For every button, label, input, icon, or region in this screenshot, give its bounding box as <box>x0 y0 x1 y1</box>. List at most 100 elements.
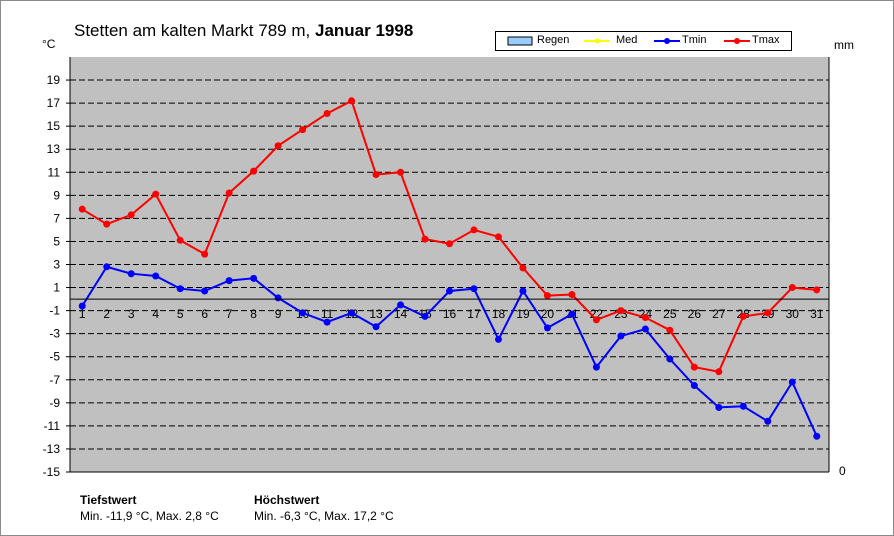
legend-label-regen: Regen <box>537 34 570 46</box>
x-tick-label: 14 <box>394 307 408 321</box>
point-tmax <box>617 307 625 315</box>
x-tick-label: 18 <box>492 307 506 321</box>
min-stat-label: Tiefstwert <box>80 493 137 507</box>
y-tick-label: 15 <box>47 119 61 133</box>
point-tmax <box>446 240 453 248</box>
chart-title: Stetten am kalten Markt 789 m, Januar 19… <box>74 21 413 41</box>
y-tick-label: 11 <box>48 165 61 179</box>
point-tmin <box>813 432 821 440</box>
point-tmin <box>152 272 160 280</box>
regen-swatch-icon <box>507 36 533 46</box>
point-tmax <box>152 190 160 198</box>
x-tick-label: 17 <box>467 307 481 321</box>
tmin-line-icon <box>654 38 680 44</box>
y-tick-label: -3 <box>49 327 60 341</box>
x-axis-ticks: 1234567891011121314151617181920212223242… <box>79 307 824 321</box>
x-tick-label: 11 <box>321 307 334 321</box>
point-tmax <box>592 316 600 324</box>
right-axis-tick: 0 <box>839 464 846 478</box>
point-tmin <box>739 402 747 410</box>
point-tmin <box>543 324 551 332</box>
y-tick-label: 3 <box>53 258 60 272</box>
point-tmax <box>568 290 576 298</box>
med-line-icon <box>584 38 610 44</box>
point-tmax <box>397 168 405 176</box>
title-period: Januar 1998 <box>314 21 414 40</box>
y-tick-label: 19 <box>47 73 61 87</box>
x-tick-label: 2 <box>103 307 110 321</box>
point-tmin <box>470 285 478 293</box>
y-axis-ticks: 19 17 15 13 11 9 7 5 3 1 -1 -3 -5 -7 -9 -11 -13 -15 <box>43 73 70 479</box>
point-tmax <box>348 97 356 105</box>
x-tick-label: 4 <box>152 307 159 321</box>
point-tmax <box>372 171 380 179</box>
point-tmax <box>813 286 821 294</box>
point-tmin <box>176 285 184 293</box>
point-tmax <box>764 309 772 317</box>
y-tick-label: -11 <box>44 419 61 433</box>
point-tmax <box>739 312 747 320</box>
point-tmax <box>274 142 282 150</box>
point-tmin <box>250 274 258 282</box>
y-tick-label: -9 <box>49 396 60 410</box>
point-tmin <box>788 378 796 386</box>
x-tick-label: 5 <box>177 307 184 321</box>
point-tmin <box>103 263 111 271</box>
legend-label-med: Med <box>616 34 638 46</box>
point-tmin <box>225 277 233 285</box>
y-tick-label: 13 <box>47 142 61 156</box>
tmax-line-icon <box>724 38 750 44</box>
x-tick-label: 16 <box>443 307 457 321</box>
point-tmax <box>250 167 258 175</box>
point-tmin <box>201 287 209 295</box>
point-tmin <box>519 287 527 295</box>
point-tmax <box>690 363 698 371</box>
x-tick-label: 7 <box>226 307 233 321</box>
y-tick-label: -15 <box>43 465 61 479</box>
point-tmin <box>372 323 380 331</box>
point-tmax <box>470 226 478 234</box>
x-tick-label: 1 <box>79 307 86 321</box>
right-axis-unit: mm <box>834 38 854 52</box>
point-tmax <box>78 205 86 213</box>
point-tmin <box>592 363 600 371</box>
point-tmin <box>666 355 674 363</box>
point-tmax <box>715 368 723 376</box>
x-tick-label: 19 <box>516 307 530 321</box>
x-tick-label: 26 <box>688 307 702 321</box>
point-tmax <box>323 109 331 117</box>
point-tmin <box>715 403 723 411</box>
point-tmax <box>494 233 502 241</box>
series-layer <box>78 97 821 440</box>
x-tick-label: 31 <box>810 307 824 321</box>
point-tmax <box>127 211 135 219</box>
point-tmax <box>788 284 796 292</box>
min-stat-text: Min. -11,9 °C, Max. 2,8 °C <box>80 509 219 523</box>
y-tick-label: 9 <box>53 188 60 202</box>
legend-label-tmin: Tmin <box>682 34 707 46</box>
point-tmin <box>78 302 86 310</box>
x-tick-label: 6 <box>201 307 208 321</box>
point-tmin <box>617 332 625 340</box>
x-tick-label: 25 <box>663 307 677 321</box>
y-tick-label: -1 <box>49 304 60 318</box>
point-tmax <box>176 236 184 244</box>
point-tmax <box>103 220 111 228</box>
point-tmax <box>421 235 429 243</box>
y-tick-label: -7 <box>49 373 60 387</box>
x-tick-label: 3 <box>128 307 135 321</box>
point-tmax <box>641 314 649 322</box>
point-tmin <box>641 325 649 333</box>
point-tmin <box>274 294 282 302</box>
point-tmin <box>494 335 502 343</box>
max-stat-label: Höchstwert <box>254 493 320 507</box>
x-tick-label: 27 <box>712 307 726 321</box>
x-tick-label: 20 <box>541 307 555 321</box>
point-tmin <box>421 312 429 320</box>
point-tmin <box>397 301 405 309</box>
x-tick-label: 8 <box>250 307 257 321</box>
point-tmax <box>299 126 307 134</box>
point-tmax <box>519 264 527 272</box>
title-station: Stetten am kalten Markt <box>74 21 254 40</box>
